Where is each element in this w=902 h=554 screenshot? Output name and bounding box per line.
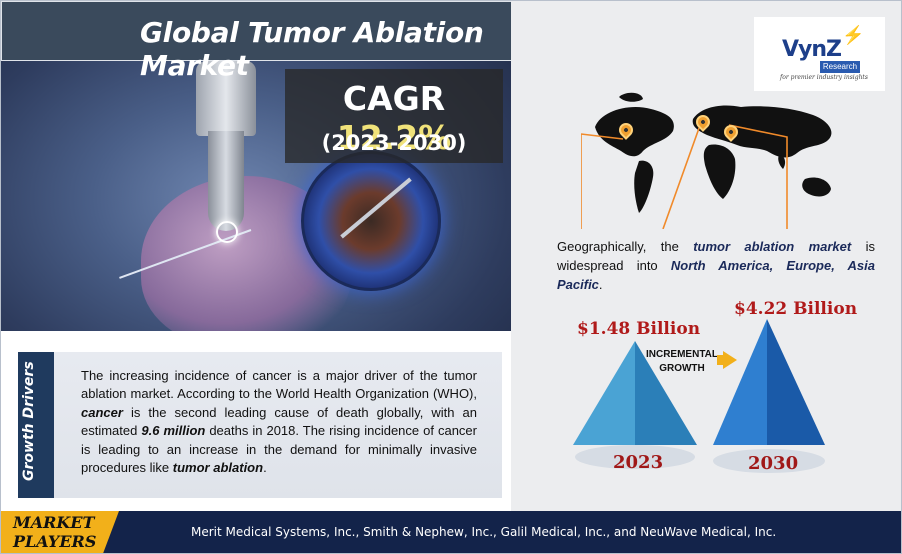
logo-wordmark: VynZ [782,37,842,62]
growth-drivers-text: The increasing incidence of cancer is a … [81,367,477,477]
cagr-label: CAGR [342,79,446,118]
gd-bold-3: tumor ablation [172,460,264,476]
market-players-list: Merit Medical Systems, Inc., Smith & Nep… [191,525,777,539]
logo-research: Research [820,61,860,73]
arrow-right-icon [723,351,737,369]
incremental-growth-label: INCREMENTAL GROWTH [642,348,722,376]
gd-text-4: . [263,460,267,476]
page-title: Global Tumor Ablation Market [140,16,484,82]
growth-drivers-tab [18,352,54,498]
arrow-shaft [717,355,725,365]
lightning-icon: ⚡ [842,25,865,45]
gd-bold-1: cancer [81,404,123,420]
cagr-period: (2023-2030) [321,131,467,155]
growth-drivers-label: Growth Drivers [21,361,37,481]
year-2023: 2023 [613,452,664,473]
value-2030: $4.22 Billion [734,299,858,319]
cagr-value: 12.2% [336,118,452,157]
cagr-box: CAGR 12.2% (2023-2030) [285,69,503,163]
mp-line-1: MARKET [13,513,95,532]
market-players-bar [1,511,901,553]
gd-bold-2: 9.6 million [141,423,206,439]
logo-tagline: for premier industry insights [780,74,868,81]
geo-prefix: Geographically, the [557,239,679,254]
gd-text-1: The increasing incidence of cancer is a … [81,368,477,402]
tumor-magnifier [301,151,441,291]
ultrasound-probe [196,61,256,136]
cagr-line: CAGR 12.2% [285,79,503,157]
probe-neck [208,131,244,231]
mp-line-2: PLAYERS [13,532,97,551]
geo-market: tumor ablation market [693,239,852,254]
geo-regions: North America, Europe, Asia Pacific [557,258,875,292]
title-banner: Global Tumor Ablation Market [1,1,597,82]
vynz-logo: VynZ ⚡ Research for premier industry ins… [754,17,885,91]
incremental-line-2: GROWTH [659,363,705,374]
world-map-icon [581,92,832,229]
year-2030: 2030 [748,453,799,474]
geo-middle: is widespread into [557,239,875,273]
market-players-tab [1,511,119,553]
geography-text: Geographically, the tumor ablation marke… [557,237,875,294]
gd-text-3: deaths in 2018. The rising incidence of … [81,423,477,476]
geo-suffix: . [598,277,603,292]
pyramid-2030 [713,319,825,473]
target-ring [216,221,238,243]
market-players-label: MARKET PLAYERS [13,513,113,551]
growth-drivers-panel [18,352,502,498]
value-2023: $1.48 Billion [577,319,701,339]
pyramid-2023 [573,341,697,469]
gd-text-2: is the second leading cause of death glo… [81,404,477,439]
incremental-line-1: INCREMENTAL [645,349,719,360]
